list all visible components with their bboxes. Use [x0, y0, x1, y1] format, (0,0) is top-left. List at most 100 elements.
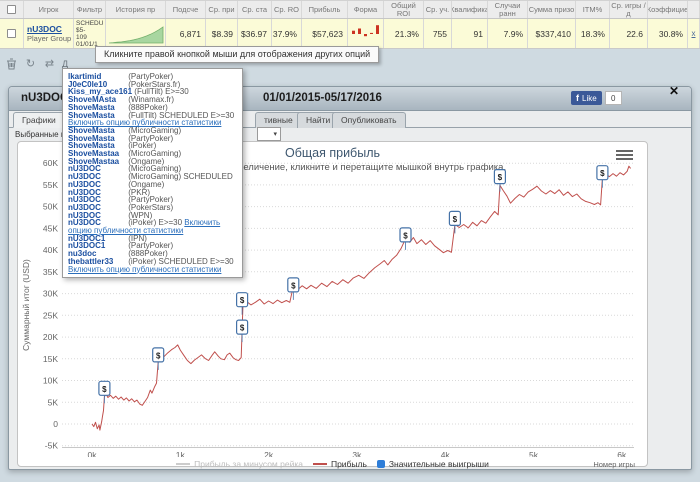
significant-win-marker[interactable]: $ — [98, 380, 111, 404]
tab-Графики[interactable]: Графики — [13, 112, 65, 128]
tab-Опубликовать[interactable]: Опубликовать — [332, 112, 406, 128]
y-tick-label: 25K — [43, 310, 58, 320]
facebook-icon: f — [576, 93, 579, 103]
legend-item-active[interactable]: Прибыль — [312, 459, 367, 469]
cell-Подсче: 6,871 — [166, 19, 206, 48]
legend-label: Прибыль — [330, 459, 367, 469]
results-table: Игрок Фильтр История пр Подсче Ср. при Ср. ст… — [0, 0, 700, 49]
player-link[interactable]: nU3DOC — [27, 24, 62, 34]
profit-chart-plot[interactable]: 60K 55K 50K 45K 40K 35K 30K 25K 20K 15K 10K 5K 0 -5K 0… — [18, 157, 649, 457]
dropdown-item[interactable]: nU3DOC1 (PartyPoker) — [68, 242, 237, 250]
dropdown-item[interactable]: ShoveMasta (MicroGaming) — [68, 125, 237, 135]
dropdown-site-name: (FullTilt) — [134, 87, 163, 97]
dropdown-item[interactable]: J0eC0le10 (PokerStars.fr) — [68, 80, 237, 89]
significant-win-marker[interactable]: $ — [152, 347, 165, 370]
row-checkbox[interactable] — [7, 29, 16, 38]
svg-text:$: $ — [156, 351, 161, 360]
dropdown-item[interactable]: nU3DOC1 (IPN) — [68, 234, 237, 243]
enable-public-stats-link[interactable]: Включить опцию публичности статистики — [68, 264, 222, 274]
cell-Сумма призо: $337,410 — [528, 19, 576, 48]
legend-item-active[interactable]: Значительные выигрыши — [376, 459, 489, 469]
dropdown-item[interactable]: nu3doc (888Poker) — [68, 250, 237, 258]
dropdown-item[interactable]: Kiss_my_ace161 (FullTilt) E>=30 — [68, 88, 237, 96]
significant-win-marker[interactable]: $ — [287, 277, 300, 300]
significant-win-marker[interactable]: $ — [596, 165, 609, 188]
y-tick-label: 40K — [43, 245, 58, 255]
dropdown-item[interactable]: thebattler33 (iPoker) SCHEDULED E>=30 Вк… — [68, 257, 237, 274]
dropdown-item[interactable]: ShoveMasta (iPoker) — [68, 142, 237, 150]
dropdown-player-name: nU3DOC — [68, 195, 101, 205]
cell-Форма — [348, 19, 384, 48]
legend-item-disabled[interactable]: Прибыль за минусом рейка — [176, 459, 303, 469]
cell-remove: x — [688, 19, 700, 48]
significant-win-marker[interactable]: $ — [493, 169, 506, 192]
table-row[interactable]: nU3DOC Player Group SCHEDU $5- 109 01/01/1 6,8… — [0, 19, 700, 48]
dropdown-player-name: nU3DOC — [68, 172, 101, 182]
significant-win-marker[interactable]: $ — [448, 210, 461, 234]
cell-Ср. игры / д: 22.6 — [610, 19, 648, 48]
y-tick-label: -5K — [45, 441, 59, 451]
dropdown-item[interactable]: ShoveMastaa (Ongame) — [68, 156, 237, 166]
trash-icon[interactable] — [5, 57, 18, 70]
dropdown-item[interactable]: nU3DOC (PKR) — [68, 188, 237, 197]
selected-players-label: Выбранные г — [15, 130, 64, 139]
profit-line-series — [91, 165, 631, 431]
y-tick-label: 20K — [43, 332, 58, 342]
col-header-Ср. игры / д: Ср. игры / д — [610, 1, 648, 18]
col-header-Ср. ста: Ср. ста — [238, 1, 272, 18]
remove-row-link[interactable]: x — [691, 29, 696, 38]
compare-icon[interactable]: ⇄ — [44, 58, 55, 70]
dropdown-player-name: ShoveMasta — [68, 133, 115, 143]
dropdown-item[interactable]: ShoveMasta (FullTilt) SCHEDULED E>=30 Вк… — [68, 110, 237, 128]
dropdown-item[interactable]: lkartimid (PartyPoker) — [68, 73, 237, 81]
select-all-checkbox[interactable] — [7, 5, 16, 14]
col-header-Квалифика: Квалифика — [452, 1, 488, 18]
significant-win-marker[interactable]: $ — [236, 319, 249, 343]
facebook-like-button[interactable]: f Like — [571, 91, 602, 105]
dropdown-site-name: (MicroGaming) — [128, 125, 182, 135]
dropdown-site-name: (WPN) — [128, 210, 153, 220]
chart-title: Общая прибыль — [284, 146, 380, 160]
table-toolbar: ↻ ⇄ Д — [5, 57, 68, 70]
dropdown-player-name: ShoveMastaa — [68, 156, 120, 166]
dropdown-site-name: (MicroGaming) — [128, 149, 182, 159]
enable-public-stats-link[interactable]: Включить опцию публичности статистики — [68, 218, 221, 236]
player-group-select[interactable]: ▾ — [257, 127, 281, 141]
dropdown-site-name: (FullTilt) — [128, 110, 157, 120]
dropdown-site-name: (MicroGaming) — [128, 164, 182, 174]
dropdown-item[interactable]: nU3DOC (iPoker) E>=30 Включить опцию пуб… — [68, 218, 237, 236]
dropdown-item[interactable]: nU3DOC (MicroGaming) SCHEDULED — [68, 173, 237, 181]
dropdown-player-name: nU3DOC — [68, 164, 101, 174]
filter-line: SCHEDU — [76, 19, 104, 27]
y-tick-label: 30K — [43, 289, 58, 299]
col-header-Ср. при: Ср. при — [206, 1, 238, 18]
dropdown-item[interactable]: ShoveMastaa (MicroGaming) — [68, 150, 237, 158]
significant-win-marker[interactable]: $ — [236, 292, 249, 315]
dropdown-item[interactable]: ShoveMAsta (Winamax.fr) — [68, 96, 237, 104]
dropdown-item[interactable]: nU3DOC (PartyPoker) — [68, 196, 237, 204]
dropdown-player-name: ShoveMasta — [68, 110, 115, 120]
refresh-icon[interactable]: ↻ — [25, 58, 36, 70]
dropdown-player-name: nU3DOC — [68, 202, 101, 212]
dropdown-item[interactable]: nU3DOC (MicroGaming) — [68, 165, 237, 173]
dropdown-item[interactable]: nU3DOC (Ongame) — [68, 180, 237, 189]
legend-label: Прибыль за минусом рейка — [194, 459, 303, 469]
dropdown-item[interactable]: ShoveMasta (PartyPoker) — [68, 133, 237, 143]
enable-public-stats-link[interactable]: Включить опцию публичности статистики — [68, 118, 222, 128]
col-header-Коэффицие: Коэффицие — [648, 1, 688, 18]
dropdown-item[interactable]: nU3DOC (PokerStars) — [68, 202, 237, 212]
col-header-Игрок: Игрок — [24, 1, 74, 18]
dropdown-site-name: (MicroGaming) — [128, 172, 182, 182]
dropdown-item[interactable]: nU3DOC (WPN) — [68, 210, 237, 220]
col-header-Ср. уч.: Ср. уч. — [424, 1, 452, 18]
tab-тивные[interactable]: тивные — [255, 112, 302, 128]
like-count: 0 — [604, 91, 622, 105]
significant-win-marker[interactable]: $ — [399, 227, 412, 250]
close-icon[interactable]: ✕ — [668, 84, 679, 98]
dropdown-item[interactable]: ShoveMasta (888Poker) — [68, 102, 237, 112]
dropdown-site-name: (888Poker) — [128, 102, 168, 112]
y-tick-label: 0 — [53, 419, 58, 429]
cell-Общий ROI: 21.3% — [384, 19, 424, 48]
dropdown-site-name: (PartyPoker) — [128, 241, 174, 251]
hamburger-menu-icon[interactable] — [616, 148, 633, 162]
